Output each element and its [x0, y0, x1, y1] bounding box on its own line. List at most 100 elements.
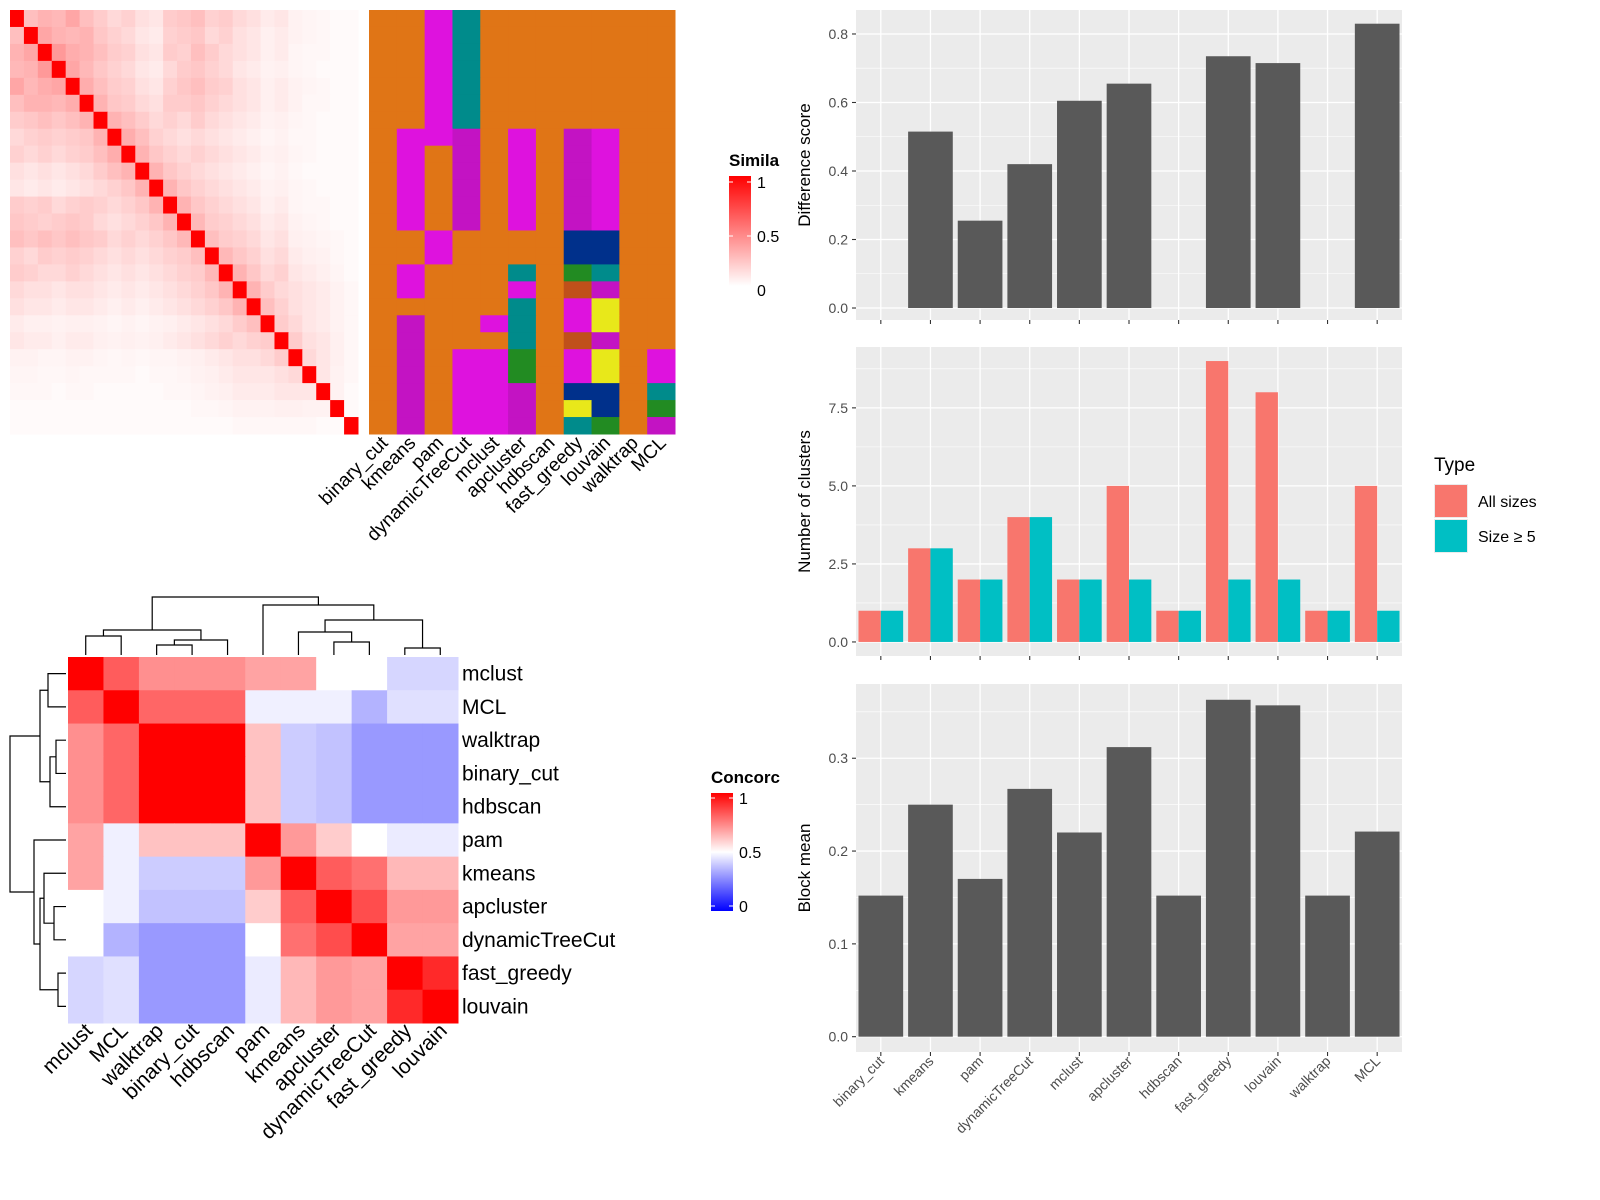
similarity-cell [316, 162, 331, 181]
similarity-cell [232, 128, 248, 147]
cluster-cell [369, 349, 398, 367]
similarity-cell [246, 230, 262, 248]
concordance-cell [209, 790, 246, 824]
block-mean-chart: 0.0 0.1 0.2 0.3 Block mean [795, 684, 1402, 1056]
similarity-cell [232, 10, 248, 28]
cluster-cell [396, 247, 426, 265]
similarity-cell [246, 94, 262, 113]
similarity-cell [79, 400, 95, 418]
cluster-cell [619, 60, 648, 79]
similarity-cell [163, 349, 178, 367]
cluster-cell [508, 145, 537, 164]
cluster-cell [647, 77, 676, 96]
similarity-cell [246, 298, 262, 316]
cluster-cell [535, 281, 565, 299]
similarity-cell [330, 417, 345, 435]
similarity-cell [93, 349, 108, 367]
cluster-cell [508, 111, 537, 130]
cluster-cell [396, 230, 426, 248]
similarity-cell [330, 400, 345, 418]
cluster-cell [563, 400, 593, 418]
similarity-cell [344, 247, 359, 265]
similarity-cell [190, 349, 206, 367]
similarity-cell [218, 43, 234, 62]
legend-entry-label: Size ≥ 5 [1478, 529, 1536, 546]
similarity-cell [37, 179, 53, 198]
concordance-cell [103, 790, 140, 824]
similarity-cell [149, 111, 164, 130]
similarity-cell [135, 128, 150, 147]
similarity-cell [344, 383, 359, 401]
cluster-cell [508, 60, 537, 79]
similarity-cell [190, 315, 206, 333]
concordance-cell [387, 856, 424, 891]
similarity-cell [37, 94, 53, 113]
similarity-cell [260, 128, 275, 147]
similarity-cell [302, 196, 317, 215]
cluster-cell [563, 162, 593, 181]
cluster-cell [563, 264, 593, 282]
similarity-cell [232, 145, 248, 164]
concordance-cell [209, 856, 246, 891]
similarity-cell [274, 162, 289, 181]
similarity-cell [121, 400, 136, 418]
dendrogram-branch [297, 631, 353, 655]
cluster-cell [619, 77, 648, 96]
similarity-cell [177, 111, 192, 130]
cluster-cell [508, 128, 537, 147]
y-tick-label: 5.0 [829, 478, 849, 494]
similarity-cell [246, 10, 262, 28]
similarity-cell [37, 145, 53, 164]
similarity-cell [260, 145, 275, 164]
concordance-cell [351, 657, 388, 691]
cluster-cell [508, 264, 537, 282]
cluster-cell [563, 332, 593, 350]
cluster-cell [619, 400, 648, 418]
similarity-cell [37, 247, 53, 265]
similarity-legend-tick: 0 [757, 283, 766, 300]
cluster-cell [508, 400, 537, 418]
cluster-cell [452, 179, 481, 198]
cluster-cell [619, 366, 648, 384]
similarity-cell [274, 383, 289, 401]
similarity-cell [274, 315, 289, 333]
concordance-cell [68, 657, 104, 691]
cluster-cell [591, 298, 620, 316]
similarity-cell [51, 26, 67, 45]
similarity-cell [135, 366, 150, 384]
concordance-legend-title: Concorc [711, 768, 780, 787]
similarity-cell [10, 10, 25, 28]
concordance-cell [422, 889, 459, 924]
similarity-cell [344, 94, 359, 113]
similarity-cell [316, 196, 331, 215]
similarity-cell [302, 10, 317, 28]
concordance-cell [280, 856, 317, 891]
similarity-cell [204, 298, 220, 316]
similarity-cell [288, 26, 303, 45]
similarity-cell [177, 281, 192, 299]
similarity-cell [344, 264, 359, 282]
concordance-cell [351, 889, 388, 924]
cluster-cell [535, 60, 565, 79]
similarity-cell [163, 315, 178, 333]
cluster-cell [369, 247, 398, 265]
similarity-cell [177, 10, 192, 28]
similarity-cell [344, 145, 359, 164]
cluster-cell [591, 383, 620, 401]
similarity-cell [274, 417, 289, 435]
similarity-cell [204, 111, 220, 130]
cluster-cell [563, 213, 593, 231]
similarity-cell [274, 94, 289, 113]
dendrogram-branch [55, 739, 66, 775]
similarity-cell [107, 77, 122, 96]
similarity-cell [204, 196, 220, 215]
cluster-cell [591, 145, 620, 164]
similarity-cell [79, 281, 95, 299]
concordance-cell [209, 923, 246, 957]
cluster-cell [480, 26, 509, 45]
similarity-cell [177, 315, 192, 333]
similarity-cell [302, 43, 317, 62]
cluster-cell [369, 26, 398, 45]
cluster-cell [535, 94, 565, 113]
similarity-cell [79, 264, 95, 282]
